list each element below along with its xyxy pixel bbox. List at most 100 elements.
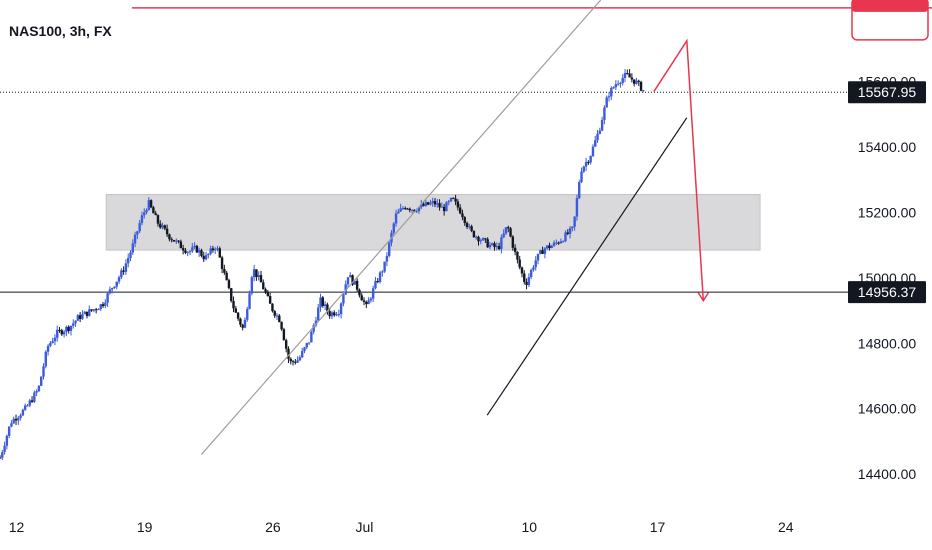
candle (262, 279, 265, 290)
candle-body (415, 211, 418, 213)
candle (117, 275, 121, 285)
candle-body (454, 198, 457, 202)
candle-body (541, 250, 544, 254)
candle-body (181, 248, 185, 251)
candle (294, 359, 297, 365)
candle (149, 199, 153, 209)
candle (264, 287, 267, 295)
candle (49, 340, 52, 348)
candle-body (3, 445, 6, 453)
candle-body (594, 140, 597, 147)
current-price-tag[interactable]: 15567.95 (848, 81, 926, 104)
candle-body (230, 288, 233, 301)
candle (639, 80, 643, 92)
candle (301, 347, 304, 359)
candle (381, 270, 384, 277)
candle (99, 303, 102, 311)
candle-body (621, 77, 624, 83)
candle (431, 197, 434, 207)
candle-body (26, 405, 29, 407)
candle (312, 323, 315, 335)
candle-body (301, 351, 304, 358)
candle-body (397, 211, 400, 214)
candle-body (461, 213, 464, 218)
support-price-tag[interactable]: 14956.37 (848, 281, 926, 304)
candle (612, 86, 615, 89)
candle (637, 79, 640, 86)
candle (225, 270, 228, 281)
candle (101, 302, 105, 308)
candle-body (566, 232, 569, 234)
y-tick-label: 15200.00 (858, 205, 917, 221)
candle-body (10, 423, 13, 427)
candle-body (385, 255, 389, 262)
candle (404, 206, 407, 210)
candle (383, 261, 386, 273)
candle-body (401, 208, 405, 210)
candle-body (287, 348, 290, 359)
candle (582, 165, 586, 174)
candle-body (12, 418, 15, 424)
candle (209, 245, 212, 256)
candle (319, 293, 322, 312)
candle-body (14, 418, 18, 421)
candle (259, 270, 263, 283)
candle (289, 357, 292, 365)
projection-path[interactable] (653, 38, 705, 301)
candle (575, 194, 579, 221)
candle (40, 376, 43, 387)
candle-body (257, 275, 260, 278)
candle-body (266, 292, 270, 297)
candle-body (417, 207, 421, 212)
candle (248, 290, 251, 310)
candle-body (204, 255, 208, 260)
candle (106, 291, 109, 307)
candle (53, 334, 57, 346)
candle-body (555, 242, 558, 244)
candle-body (433, 201, 437, 205)
candle-body (362, 300, 366, 302)
candle-body (19, 415, 22, 418)
upper-channel-line[interactable] (201, 0, 602, 455)
candle (127, 253, 130, 268)
candle-body (534, 260, 537, 268)
candle-body (612, 87, 615, 89)
candle-body (337, 314, 341, 316)
candle (573, 216, 576, 231)
candle-body (603, 107, 606, 120)
candle (559, 238, 563, 244)
candle-body (420, 204, 423, 208)
candle (140, 211, 144, 226)
candle (78, 312, 82, 323)
candle (0, 455, 2, 459)
candle-body (342, 294, 345, 304)
candle (246, 306, 249, 322)
candle (461, 209, 464, 221)
candle-body (470, 226, 473, 231)
candle (296, 356, 299, 364)
candle (243, 317, 247, 329)
candle-body (207, 253, 210, 256)
candle (12, 416, 15, 425)
candle (188, 250, 192, 256)
candle (323, 301, 327, 310)
support-price-tag-bg (848, 281, 926, 304)
support-price-tag-text: 14956.37 (858, 284, 917, 300)
candle-body (463, 217, 466, 223)
candle (278, 313, 281, 323)
candle (360, 293, 363, 301)
candle (115, 281, 118, 290)
candle (635, 77, 638, 85)
lower-channel-line[interactable] (486, 117, 688, 416)
candle-body (495, 246, 499, 248)
candle-body (580, 171, 583, 183)
candle-body (227, 280, 231, 289)
candle (65, 325, 68, 337)
candle (468, 223, 471, 230)
candle (200, 248, 203, 258)
candle (589, 155, 592, 165)
candle (339, 302, 343, 319)
candle (534, 256, 537, 271)
